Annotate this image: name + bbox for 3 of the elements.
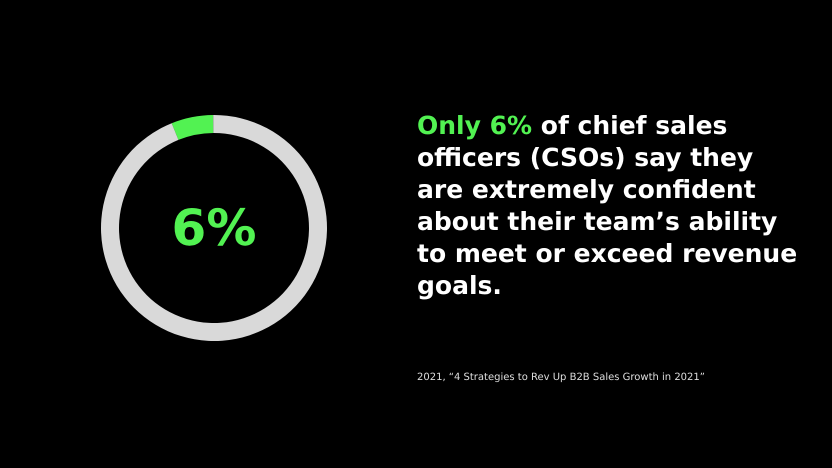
text: 6%: [170, 198, 258, 258]
text: 2021, “4 Strategies to Rev Up B2B Sales Growth in 2021”: [417, 372, 705, 383]
text: Only 6% of chief sales officers (CSOs) say they are extremely confident about their team’s ability to meet or exceed revenue goals.: [417, 111, 798, 300]
